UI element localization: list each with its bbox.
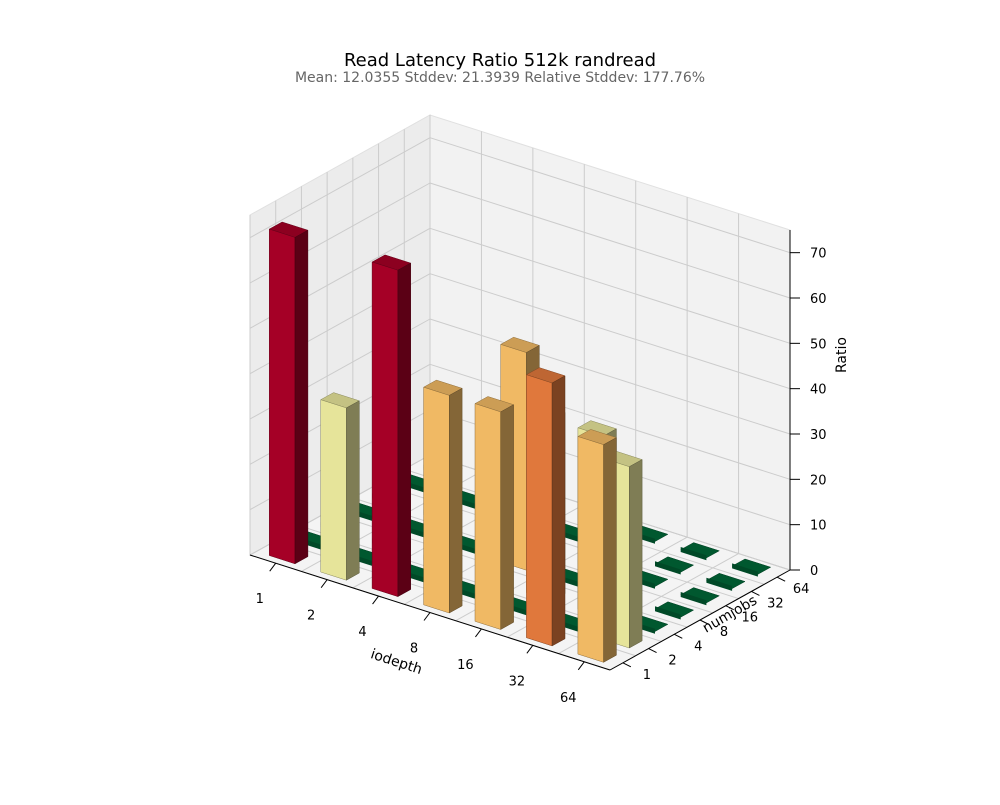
z-tick-label: 10: [810, 519, 827, 534]
bar: [654, 601, 695, 620]
bar: [654, 556, 695, 575]
bar: [680, 542, 720, 561]
grid-line: [429, 182, 791, 299]
bar-front: [732, 563, 758, 577]
x-tick-label: 32: [509, 674, 526, 689]
x-tick: [320, 579, 328, 588]
grid-line: [429, 273, 791, 390]
bar-side: [629, 459, 643, 649]
y-tick-label: 4: [694, 639, 702, 654]
y-tick: [725, 605, 734, 611]
y-tick: [648, 648, 657, 654]
bar-side: [551, 375, 566, 647]
bar-front: [320, 399, 347, 581]
grid-line: [429, 363, 791, 480]
bar: [422, 379, 463, 614]
bar-side: [346, 400, 360, 581]
z-tick-label: 30: [810, 428, 827, 443]
bar: [705, 573, 746, 591]
z-tick-label: 50: [810, 337, 827, 352]
y-tick: [674, 633, 683, 639]
bar-front: [474, 403, 501, 630]
x-tick: [526, 645, 534, 654]
bar-front: [655, 561, 681, 575]
axes: [249, 230, 791, 671]
bar-side: [449, 387, 463, 614]
y-tick-label: 1: [643, 668, 651, 683]
grid-line: [429, 318, 791, 435]
y-tick-label: 16: [741, 611, 758, 626]
bar-front: [577, 436, 604, 663]
x-tick-label: 16: [457, 658, 474, 673]
grid-line: [249, 137, 431, 239]
y-tick-label: 8: [720, 625, 728, 640]
bar: [474, 396, 515, 630]
bar: [680, 587, 720, 606]
chart-subtitle: Mean: 12.0355 Stddev: 21.3939 Relative S…: [294, 70, 706, 86]
y-tick: [776, 576, 786, 582]
bar: [371, 254, 412, 598]
bar-front: [655, 606, 681, 620]
grid-line: [429, 137, 791, 254]
z-tick-label: 70: [810, 247, 827, 262]
bar-front: [526, 374, 553, 647]
grid-line: [429, 227, 791, 344]
bar-side: [603, 437, 617, 663]
x-tick: [475, 628, 482, 638]
y-tick-label: 32: [767, 596, 784, 611]
z-tick-label: 60: [810, 292, 827, 307]
bar-front: [423, 386, 450, 614]
bar-front: [371, 261, 399, 597]
bar-front: [706, 577, 733, 591]
x-tick: [269, 562, 277, 572]
x-tick-label: 8: [410, 642, 418, 657]
bar-side: [397, 262, 411, 598]
bar: [731, 558, 772, 577]
x-tick: [372, 595, 379, 605]
z-axis-label: Ratio: [834, 337, 850, 373]
y-tick: [699, 619, 709, 625]
bar: [525, 367, 566, 647]
y-tick-label: 64: [793, 582, 810, 597]
chart-title: Read Latency Ratio 512k randread: [343, 50, 657, 71]
bar-front: [269, 228, 296, 565]
bars: [268, 221, 772, 663]
bar-front: [680, 592, 707, 606]
y-tick: [751, 590, 760, 596]
bar: [577, 429, 618, 663]
bar: [320, 392, 360, 581]
y-tick-label: 2: [668, 654, 676, 669]
x-tick-label: 1: [256, 592, 264, 607]
bar-side: [294, 229, 309, 565]
x-tick-label: 64: [560, 691, 577, 706]
bar-front: [680, 547, 707, 561]
y-tick: [622, 662, 632, 668]
z-tick-label: 0: [810, 564, 818, 579]
bar-side: [500, 404, 514, 630]
x-axis-line: [249, 554, 611, 671]
x-tick: [423, 612, 431, 621]
z-tick-label: 20: [810, 473, 827, 488]
bar: [268, 221, 309, 565]
x-tick: [577, 661, 585, 671]
y-axis-line: [609, 569, 791, 671]
x-tick-label: 2: [307, 609, 315, 624]
z-tick-label: 40: [810, 383, 827, 398]
x-tick-label: 4: [358, 625, 366, 640]
